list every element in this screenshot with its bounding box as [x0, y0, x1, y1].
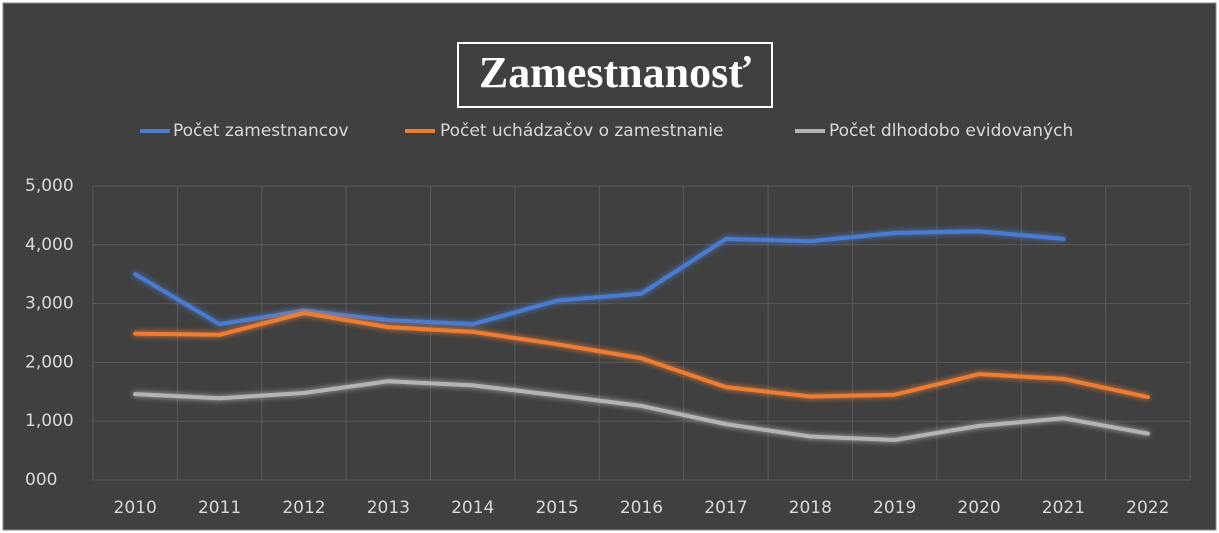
- y-tick-label: 3,000: [25, 294, 74, 314]
- x-tick-label: 2018: [789, 498, 832, 518]
- series-line: [133, 229, 1066, 327]
- series-line: [133, 379, 1150, 443]
- legend-label: Počet zamestnancov: [173, 121, 349, 141]
- chart-title: Zamestnanosť: [479, 48, 751, 97]
- x-tick-label: 2022: [1126, 498, 1169, 518]
- x-tick-label: 2013: [367, 498, 410, 518]
- y-tick-label: 5,000: [25, 176, 74, 196]
- y-tick-label: 000: [25, 470, 57, 490]
- x-tick-label: 2010: [114, 498, 157, 518]
- y-tick-label: 4,000: [25, 235, 74, 255]
- x-tick-label: 2016: [620, 498, 663, 518]
- x-tick-label: 2017: [704, 498, 747, 518]
- x-tick-label: 2012: [282, 498, 325, 518]
- y-tick-label: 1,000: [25, 411, 74, 431]
- y-tick-label: 2,000: [25, 352, 74, 372]
- legend-label: Počet uchádzačov o zamestnanie: [440, 121, 723, 141]
- series-line: [133, 311, 1150, 400]
- x-tick-label: 2015: [535, 498, 578, 518]
- x-tick-label: 2011: [198, 498, 241, 518]
- x-tick-label: 2014: [451, 498, 494, 518]
- x-tick-label: 2021: [1042, 498, 1085, 518]
- legend-label: Počet dlhodobo evidovaných: [829, 121, 1073, 141]
- x-tick-label: 2019: [873, 498, 916, 518]
- x-tick-label: 2020: [957, 498, 1000, 518]
- title-box: [457, 42, 773, 108]
